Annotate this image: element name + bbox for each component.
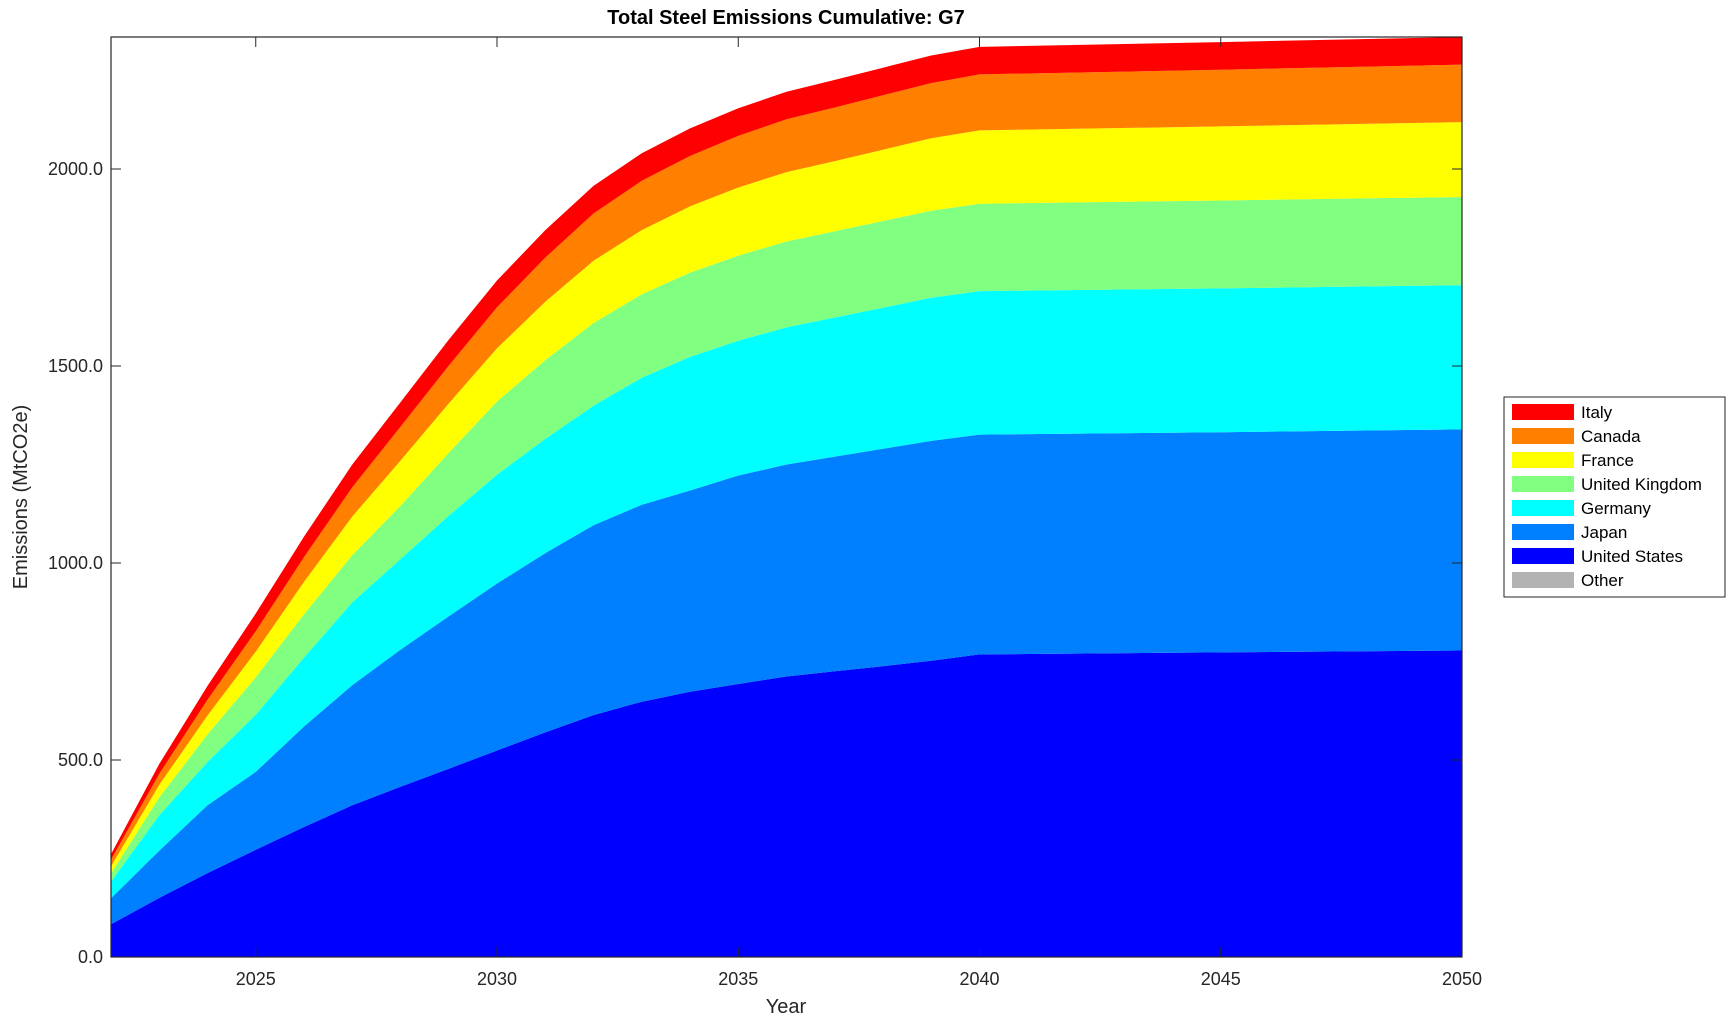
legend-item: France (1512, 451, 1634, 470)
legend-label: Canada (1581, 427, 1641, 446)
area-united-kingdom (111, 197, 1462, 882)
legend-label: France (1581, 451, 1634, 470)
legend-swatch (1512, 572, 1574, 588)
area-layers (111, 37, 1462, 957)
legend-swatch (1512, 452, 1574, 468)
y-tick-label: 2000.0 (48, 159, 103, 179)
legend-swatch (1512, 500, 1574, 516)
legend-label: Italy (1581, 403, 1613, 422)
x-axis: 2025 2030 2035 2040 2045 2050 (236, 37, 1482, 989)
legend-item: Japan (1512, 523, 1627, 542)
legend-item: Canada (1512, 427, 1641, 446)
area-united-states (111, 650, 1462, 957)
legend-swatch (1512, 404, 1574, 420)
y-tick-label: 0.0 (78, 947, 103, 967)
legend-item: Germany (1512, 499, 1651, 518)
x-axis-label: Year (766, 996, 807, 1018)
area-canada (111, 64, 1462, 867)
legend-label: Japan (1581, 523, 1627, 542)
area-germany (111, 285, 1462, 899)
legend-item: United States (1512, 547, 1683, 566)
legend-item: Other (1512, 571, 1624, 590)
legend-label: United Kingdom (1581, 475, 1702, 494)
legend-swatch (1512, 428, 1574, 444)
area-italy (111, 37, 1462, 860)
y-axis: 0.0 500.0 1000.0 1500.0 2000.0 (48, 159, 1462, 967)
legend-swatch (1512, 524, 1574, 540)
legend-swatch (1512, 476, 1574, 492)
y-tick-label: 1000.0 (48, 553, 103, 573)
y-tick-label: 1500.0 (48, 356, 103, 376)
legend-label: United States (1581, 547, 1683, 566)
x-tick-label: 2045 (1201, 969, 1241, 989)
area-france (111, 122, 1462, 874)
legend-label: Germany (1581, 499, 1651, 518)
legend-swatch (1512, 548, 1574, 564)
x-tick-label: 2040 (959, 969, 999, 989)
chart-title: Total Steel Emissions Cumulative: G7 (607, 7, 965, 29)
legend-item: United Kingdom (1512, 475, 1702, 494)
x-tick-label: 2030 (477, 969, 517, 989)
legend-item: Italy (1512, 403, 1613, 422)
area-japan (111, 429, 1462, 925)
x-tick-label: 2050 (1442, 969, 1482, 989)
legend: Italy Canada France United Kingdom Germany Ja… (1503, 396, 1726, 598)
y-tick-label: 500.0 (58, 750, 103, 770)
legend-label: Other (1581, 571, 1624, 590)
y-axis-label: Emissions (MtCO2e) (10, 405, 32, 589)
x-tick-label: 2035 (718, 969, 758, 989)
x-tick-label: 2025 (236, 969, 276, 989)
plot-frame (110, 36, 1463, 958)
